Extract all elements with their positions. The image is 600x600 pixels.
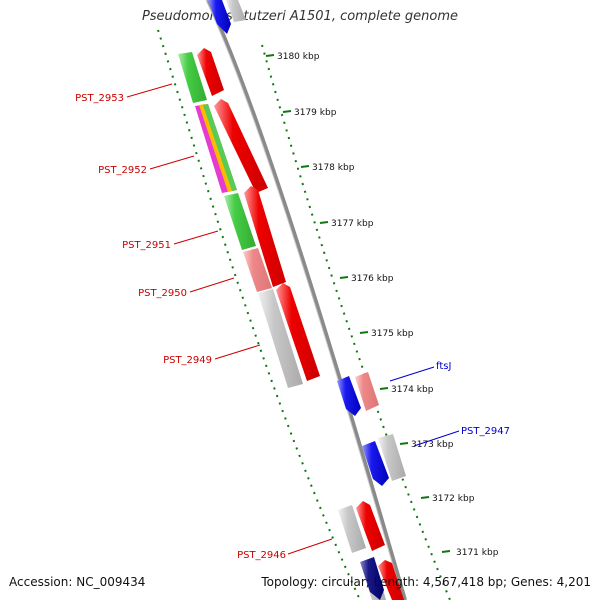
gene-label: PST_2949	[163, 355, 212, 366]
tick-label: 3172 kbp	[432, 494, 475, 504]
gene-feature-forward	[214, 99, 268, 193]
gene-label: PST_2950	[138, 288, 187, 299]
gene-feature-forward	[244, 186, 286, 287]
genome-backbone	[206, 0, 407, 600]
gene-feature-reverse	[360, 557, 384, 600]
cog-feature-multicolor	[203, 104, 237, 191]
tick-label: 3173 kbp	[411, 440, 454, 450]
accession-text: Accession: NC_009434	[9, 575, 146, 589]
gene-label: PST_2946	[237, 550, 286, 561]
gene-feature-forward	[276, 283, 320, 381]
cog-feature-grey	[338, 505, 366, 553]
cog-feature-grey	[258, 289, 303, 388]
cog-feature-green	[178, 52, 207, 103]
gene-feature-forward	[378, 560, 404, 600]
cog-feature-pink	[243, 248, 272, 292]
cog-feature-grey	[378, 434, 406, 481]
tick-label: 3180 kbp	[277, 52, 320, 62]
gene-feature-forward	[356, 501, 385, 551]
gene-feature-reverse	[337, 376, 361, 416]
scale-ticks	[265, 54, 451, 553]
label-leader-lines	[126, 83, 460, 555]
gene-label: ftsJ	[436, 361, 451, 372]
gene-label: PST_2953	[75, 93, 124, 104]
gene-label: PST_2951	[122, 240, 171, 251]
tick-label: 3174 kbp	[391, 385, 434, 395]
tick-label: 3179 kbp	[294, 108, 337, 118]
genome-summary-text: Topology: circular; Length: 4,567,418 bp…	[261, 575, 591, 589]
gene-feature-forward	[197, 48, 224, 96]
outer-dotted-guide	[261, 44, 451, 600]
gene-feature-reverse	[208, 0, 231, 34]
inner-dotted-guide	[157, 29, 361, 600]
cog-feature-green	[224, 193, 256, 250]
tick-label: 3178 kbp	[312, 163, 355, 173]
genome-backbone-highlight	[205, 0, 404, 600]
gene-label: PST_2947	[461, 426, 510, 437]
gene-feature-reverse	[362, 441, 389, 486]
cog-feature-pink	[355, 372, 379, 411]
tick-label: 3175 kbp	[371, 329, 414, 339]
tick-label: 3177 kbp	[331, 219, 374, 229]
tick-label: 3171 kbp	[456, 548, 499, 558]
cog-feature	[226, 0, 246, 22]
gene-label: PST_2952	[98, 165, 147, 176]
tick-label: 3176 kbp	[351, 274, 394, 284]
